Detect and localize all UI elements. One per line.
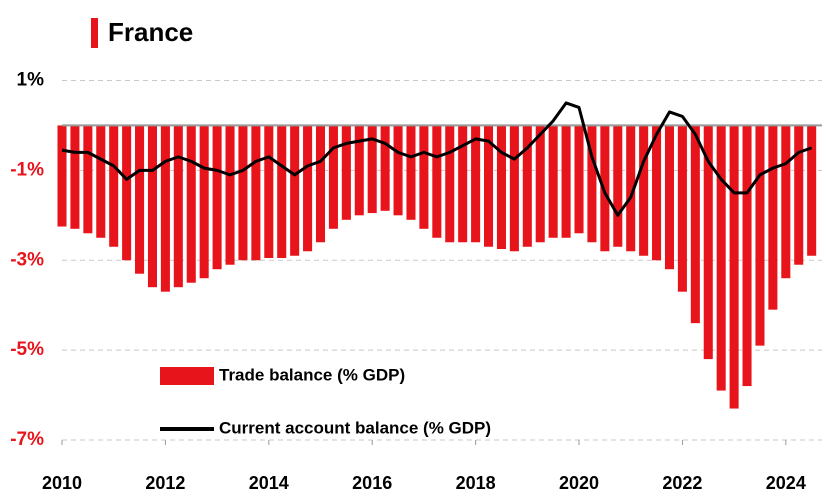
x-tick-label: 2014 (249, 473, 289, 493)
bar (496, 125, 506, 250)
bar (315, 125, 326, 243)
bar (225, 125, 235, 265)
x-tick-label: 2022 (662, 473, 702, 493)
bar (471, 125, 481, 243)
y-tick-label: 1% (17, 69, 45, 90)
bar (613, 125, 623, 247)
y-tick-label: -3% (10, 249, 44, 270)
y-tick-label: -5% (10, 339, 44, 360)
bar (367, 125, 377, 214)
bar (57, 125, 67, 227)
bar (781, 125, 791, 279)
bar (535, 125, 545, 243)
bar (509, 125, 519, 252)
bar (264, 125, 274, 258)
bar (742, 125, 752, 387)
bar (70, 125, 80, 229)
bar (703, 125, 713, 360)
bar (794, 125, 804, 265)
bar (354, 125, 364, 216)
bar (807, 125, 817, 256)
bar (83, 125, 93, 234)
bar (626, 125, 636, 252)
bar (419, 125, 429, 229)
bar (690, 125, 700, 324)
bar (548, 125, 558, 238)
x-tick-label: 2016 (352, 473, 392, 493)
bar (186, 125, 196, 283)
bar (716, 125, 726, 391)
bar (574, 125, 584, 234)
legend-label: Current account balance (% GDP) (219, 418, 491, 437)
x-tick-label: 2020 (559, 473, 599, 493)
bar (445, 125, 455, 243)
x-tick-label: 2010 (42, 473, 82, 493)
bar (755, 125, 765, 346)
bar (173, 125, 183, 288)
title-marker (91, 18, 98, 48)
line (61, 101, 813, 217)
bar (341, 125, 351, 220)
bar (458, 125, 468, 243)
bar (212, 125, 222, 270)
chart-title: France (108, 17, 193, 47)
bar (277, 125, 287, 258)
bar (147, 125, 157, 288)
bar (303, 125, 313, 252)
bar (328, 125, 338, 229)
bar (109, 125, 119, 247)
bar (122, 125, 132, 261)
bar (677, 125, 687, 292)
bar (199, 125, 209, 279)
y-tick-label: -1% (10, 159, 44, 180)
bar (587, 125, 597, 243)
bar (432, 125, 442, 238)
bar (251, 125, 261, 261)
x-tick-label: 2018 (456, 473, 496, 493)
x-tick-label: 2012 (145, 473, 185, 493)
bar (522, 125, 532, 247)
y-tick-label: -7% (10, 429, 44, 450)
bar (484, 125, 494, 247)
bar (380, 125, 390, 211)
bar (639, 125, 649, 256)
bar (393, 125, 403, 216)
bar (768, 125, 778, 310)
bar (729, 125, 739, 409)
bar (238, 125, 248, 261)
bar (406, 125, 416, 220)
bar (600, 125, 610, 252)
bar (561, 125, 571, 238)
bar (652, 125, 662, 261)
legend-label: Trade balance (% GDP) (219, 365, 405, 384)
bar (160, 125, 170, 292)
legend-swatch (160, 367, 214, 385)
bar (664, 125, 675, 270)
bar (96, 125, 106, 238)
bar (290, 125, 300, 256)
bar (135, 125, 145, 274)
x-tick-label: 2024 (766, 473, 806, 493)
